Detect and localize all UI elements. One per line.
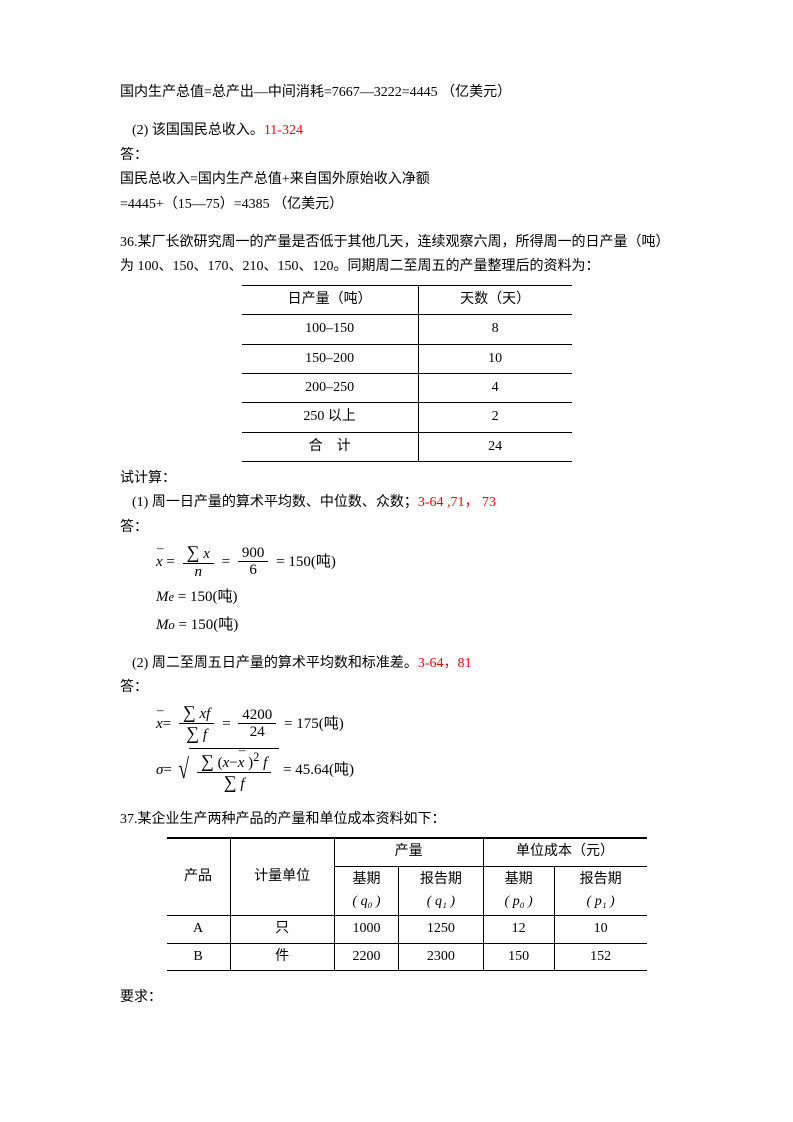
table-row: B 件 2200 2300 150 152	[167, 943, 647, 970]
q2-label: (2) 该国国民总收入。	[132, 123, 264, 138]
table-row-total: 合 计24	[242, 432, 572, 461]
q36-1: (1) 周一日产量的算术平均数、中位数、众数；3-64 ,71， 73	[132, 492, 693, 514]
answer-label-1: 答：	[120, 145, 693, 167]
q37-intro: 37.某企业生产两种产品的产量和单位成本资料如下：	[120, 809, 693, 831]
th-output: 日产量（吨）	[242, 285, 419, 314]
q2-answer-line2: =4445+（15—75）=4385 （亿美元）	[120, 194, 693, 216]
q36-intro-l1: 36.某厂长欲研究周一的产量是否低于其他几天，连续观察六周，所得周一的日产量（吨…	[120, 232, 693, 254]
q2-answer-line1: 国民总收入=国内生产总值+来自国外原始收入净额	[120, 169, 693, 191]
q36-1-ref: 3-64 ,71， 73	[418, 495, 496, 510]
q36-2-label: (2) 周二至周五日产量的算术平均数和标准差。	[132, 656, 418, 671]
mode-line: Mo = 150(吨)	[156, 613, 693, 637]
q2-ref: 11-324	[264, 123, 303, 138]
calc-label: 试计算：	[120, 468, 693, 490]
th-days: 天数（天）	[418, 285, 571, 314]
answer-label-2: 答：	[120, 517, 693, 539]
gdp-formula-line: 国内生产总值=总产出—中间消耗=7667—3222=4445 （亿美元）	[120, 82, 693, 104]
table2-header1: 产品 计量单位 产量 单位成本（元）	[167, 838, 647, 866]
q36-intro-l2: 为 100、150、170、210、150、120。同期周二至周五的产量整理后的…	[120, 256, 693, 278]
production-table: 日产量（吨） 天数（天） 100–1508 150–20010 200–2504…	[242, 285, 572, 462]
table-header-row: 日产量（吨） 天数（天）	[242, 285, 572, 314]
weighted-mean-formula: x= ∑ xf∑ f = 420024 = 175(吨)	[156, 703, 693, 744]
table-row: A 只 1000 1250 12 10	[167, 916, 647, 943]
question-2: (2) 该国国民总收入。11-324	[132, 120, 693, 142]
stddev-formula: σ= √ ∑ (x−x )2 f ∑ f = 45.64(吨)	[156, 748, 693, 793]
q36-2-ref: 3-64，81	[418, 656, 472, 671]
q36-1-label: (1) 周一日产量的算术平均数、中位数、众数；	[132, 495, 418, 510]
median-line: Me = 150(吨)	[156, 585, 693, 609]
requirement-label: 要求：	[120, 987, 693, 1009]
answer-label-3: 答：	[120, 677, 693, 699]
q36-2: (2) 周二至周五日产量的算术平均数和标准差。3-64，81	[132, 653, 693, 675]
table-row: 250 以上2	[242, 403, 572, 432]
mean-formula: x = ∑ xn = 9006 = 150(吨)	[156, 543, 693, 580]
table-row: 100–1508	[242, 315, 572, 344]
table-row: 200–2504	[242, 373, 572, 402]
table-row: 150–20010	[242, 344, 572, 373]
cost-table: 产品 计量单位 产量 单位成本（元） 基期( q₀ ) 报告期( q₁ ) 基期…	[167, 837, 647, 971]
